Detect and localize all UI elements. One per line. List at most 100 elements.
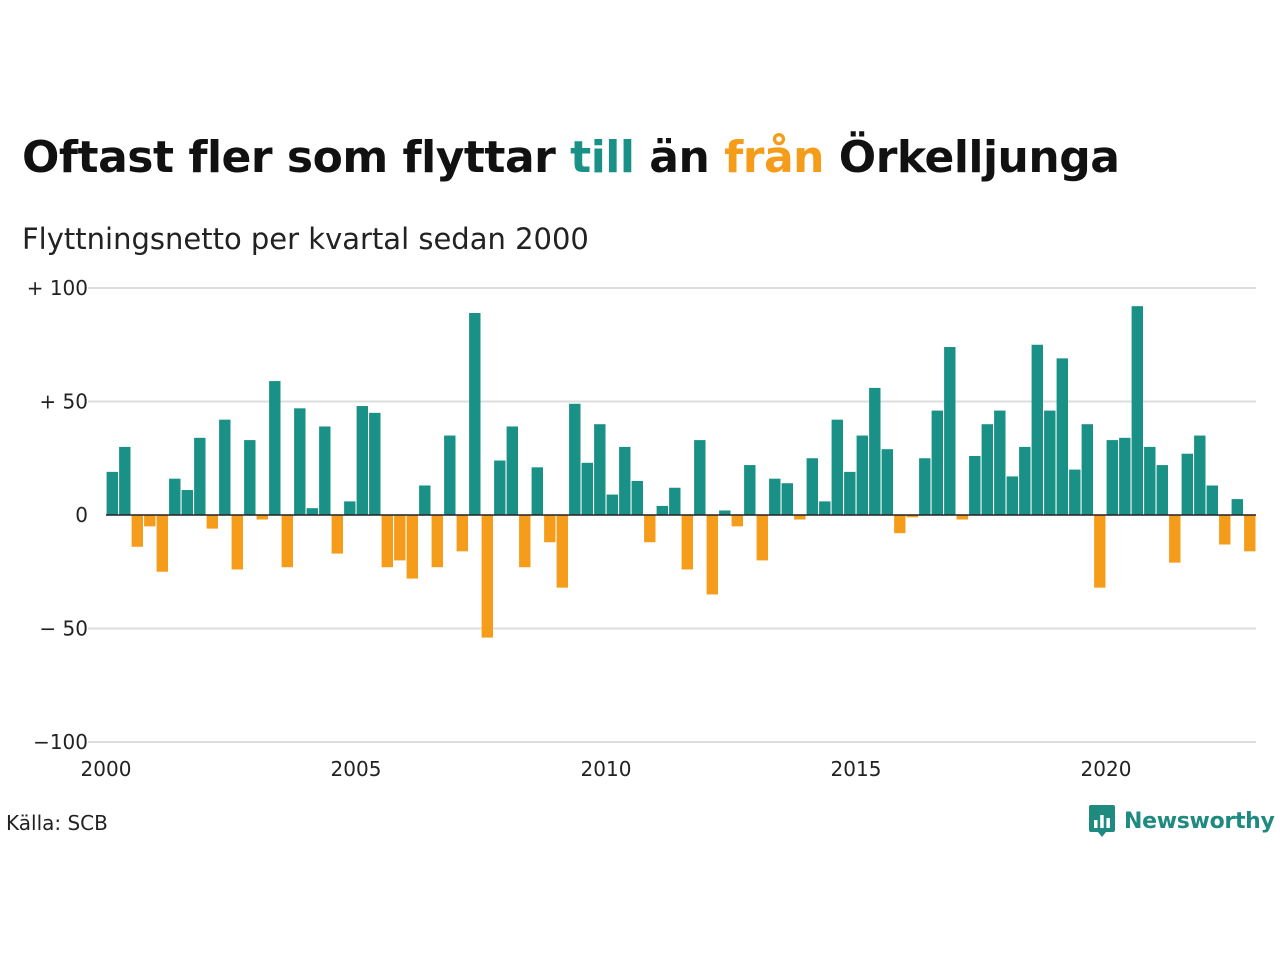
bar bbox=[1194, 435, 1206, 515]
title-part-1: Oftast fler som flyttar bbox=[22, 132, 571, 183]
bar bbox=[1169, 515, 1181, 563]
bar bbox=[1044, 410, 1056, 515]
bar-chart-speech-bubble-icon bbox=[1089, 805, 1115, 837]
bar bbox=[194, 437, 206, 515]
bar bbox=[269, 381, 281, 515]
bar bbox=[781, 483, 793, 515]
bar bbox=[706, 515, 718, 595]
source-note: Källa: SCB bbox=[6, 811, 108, 835]
bar bbox=[1156, 465, 1168, 515]
bar bbox=[1219, 515, 1231, 545]
bar bbox=[294, 408, 306, 515]
bar bbox=[1019, 446, 1031, 515]
bar bbox=[731, 515, 743, 527]
title-part-2: än bbox=[634, 132, 725, 183]
bar bbox=[1031, 344, 1043, 515]
chart-subtitle: Flyttningsnetto per kvartal sedan 2000 bbox=[22, 222, 589, 256]
bar bbox=[181, 490, 193, 515]
bar bbox=[206, 515, 218, 529]
bar bbox=[1069, 469, 1081, 515]
bar bbox=[831, 419, 843, 515]
bar bbox=[744, 465, 756, 515]
bar bbox=[556, 515, 568, 588]
bar bbox=[369, 412, 381, 515]
bar bbox=[606, 494, 618, 515]
bar bbox=[131, 515, 143, 547]
bar bbox=[319, 426, 331, 515]
bar bbox=[619, 446, 631, 515]
bar bbox=[531, 467, 543, 515]
bar bbox=[856, 435, 868, 515]
bar bbox=[969, 455, 981, 515]
bar bbox=[819, 501, 831, 515]
bar bbox=[806, 458, 818, 515]
bar bbox=[344, 501, 356, 515]
bar bbox=[956, 515, 968, 520]
bar bbox=[1181, 453, 1193, 515]
bar bbox=[644, 515, 656, 543]
x-tick-label: 2015 bbox=[831, 757, 882, 781]
bar bbox=[106, 471, 118, 515]
bar bbox=[1144, 446, 1156, 515]
bar bbox=[994, 410, 1006, 515]
bar bbox=[156, 515, 168, 572]
title-fran-highlight: från bbox=[724, 132, 824, 183]
bar bbox=[581, 462, 593, 515]
bar bbox=[244, 440, 256, 515]
bar bbox=[1119, 437, 1131, 515]
x-tick-label: 2000 bbox=[81, 757, 132, 781]
x-tick-label: 2010 bbox=[581, 757, 632, 781]
bar bbox=[894, 515, 906, 534]
bar bbox=[494, 460, 506, 515]
bar bbox=[506, 426, 518, 515]
title-till-highlight: till bbox=[570, 132, 635, 183]
bar bbox=[469, 312, 481, 515]
bar bbox=[1081, 424, 1093, 515]
bar bbox=[1056, 358, 1068, 515]
bar bbox=[119, 446, 131, 515]
bar bbox=[256, 515, 268, 520]
bar bbox=[794, 515, 806, 520]
bar bbox=[331, 515, 343, 554]
bar bbox=[1244, 515, 1256, 552]
bar bbox=[456, 515, 468, 552]
bar bbox=[869, 387, 881, 515]
bar bbox=[631, 480, 643, 515]
bar bbox=[219, 419, 231, 515]
bar bbox=[594, 424, 606, 515]
bar bbox=[169, 478, 181, 515]
bar bbox=[981, 424, 993, 515]
bar bbox=[569, 403, 581, 515]
bar bbox=[1106, 440, 1118, 515]
y-tick-label: −100 bbox=[33, 730, 88, 754]
bar bbox=[656, 505, 668, 515]
bar bbox=[394, 515, 406, 561]
bar bbox=[844, 471, 856, 515]
chart-title: Oftast fler som flyttar till än från Örk… bbox=[22, 132, 1120, 183]
bar bbox=[356, 406, 368, 515]
newsworthy-logo: Newsworthy bbox=[1088, 804, 1275, 838]
y-tick-label: 0 bbox=[75, 503, 88, 527]
title-part-3: Örkelljunga bbox=[823, 132, 1120, 183]
bar bbox=[544, 515, 556, 543]
bar bbox=[1006, 476, 1018, 515]
y-tick-label: − 50 bbox=[39, 617, 88, 641]
bar bbox=[906, 515, 918, 518]
bar bbox=[519, 515, 531, 568]
bar bbox=[881, 449, 893, 515]
x-tick-label: 2020 bbox=[1081, 757, 1132, 781]
bar bbox=[756, 515, 768, 561]
bar bbox=[694, 440, 706, 515]
bar bbox=[281, 515, 293, 568]
y-tick-label: + 100 bbox=[27, 276, 88, 300]
x-tick-label: 2005 bbox=[331, 757, 382, 781]
bar bbox=[444, 435, 456, 515]
bar bbox=[381, 515, 393, 568]
bar bbox=[919, 458, 931, 515]
bar bbox=[306, 508, 318, 515]
y-tick-label: + 50 bbox=[39, 390, 88, 414]
bar bbox=[1206, 485, 1218, 515]
logo-text: Newsworthy bbox=[1124, 808, 1275, 834]
bar bbox=[669, 487, 681, 515]
bar bbox=[769, 478, 781, 515]
